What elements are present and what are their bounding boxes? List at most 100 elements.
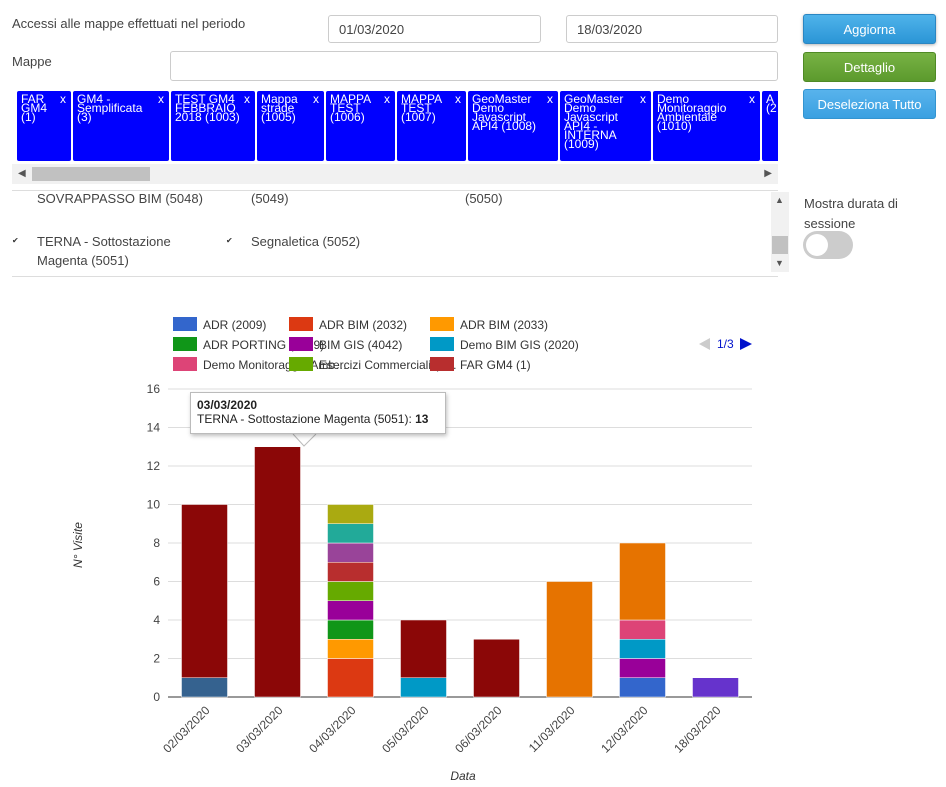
bar-segment <box>327 542 374 563</box>
bar-segment <box>327 619 374 640</box>
checkbox-checked-icon[interactable]: ✔ <box>12 236 19 245</box>
bar-segment <box>692 677 739 698</box>
y-tick-label: 6 <box>153 575 160 589</box>
scroll-up-icon[interactable]: ▲ <box>775 195 784 205</box>
scroll-right-icon[interactable]: ▶ <box>764 168 772 179</box>
map-chip-label: A (2 <box>766 92 777 115</box>
date-from-input[interactable]: 01/03/2020 <box>328 15 541 43</box>
detail-button[interactable]: Dettaglio <box>803 52 936 82</box>
bar-segment <box>327 639 374 659</box>
remove-chip-icon[interactable]: x <box>749 92 755 106</box>
bar-segment <box>619 658 666 678</box>
map-chip-label: GeoMaster Demo Javascript API4 - INTERNA… <box>564 92 624 151</box>
map-chip-label: Mappa strade (1005) <box>261 92 298 124</box>
legend-swatch <box>430 317 454 331</box>
list-item[interactable]: Segnaletica (5052) <box>251 234 361 249</box>
map-chip[interactable]: MAPPA TEST (1007) x <box>397 91 466 161</box>
x-tick-label: 18/03/2020 <box>671 703 724 756</box>
bar-segment <box>181 677 228 698</box>
vertical-scrollbar[interactable]: ▲ ▼ <box>771 192 789 272</box>
legend-label: Esercizi Commerciali (2… <box>319 358 457 372</box>
remove-chip-icon[interactable]: x <box>640 92 646 106</box>
map-chip[interactable]: TEST GM4 FEBBRAIO 2018 (1003) x <box>171 91 255 161</box>
remove-chip-icon[interactable]: x <box>384 92 390 106</box>
tooltip-date: 03/03/2020 <box>197 398 258 412</box>
legend-page-label: 1/3 <box>717 337 734 351</box>
legend-next-icon <box>740 338 752 350</box>
y-tick-label: 12 <box>147 459 161 473</box>
legend-swatch <box>289 337 313 351</box>
bar-segment <box>619 639 666 659</box>
remove-chip-icon[interactable]: x <box>455 92 461 106</box>
legend-label: BIM GIS (4042) <box>319 338 402 352</box>
date-to-input[interactable]: 18/03/2020 <box>566 15 778 43</box>
checkbox-checked-icon[interactable]: ✔ <box>226 236 233 245</box>
scroll-thumb[interactable] <box>772 236 788 254</box>
bar-segment <box>327 504 374 524</box>
list-item[interactable]: TERNA - Sottostazione Magenta (5051) <box>37 234 171 268</box>
map-chip[interactable]: Mappa strade (1005) x <box>257 91 324 161</box>
bar-segment <box>400 677 447 698</box>
selected-maps-strip: FAR GM4 (1) x GM4 - Semplificata (3) x TEST … <box>12 88 778 164</box>
remove-chip-icon[interactable]: x <box>158 92 164 106</box>
legend-label: ADR (2009) <box>203 318 266 332</box>
bar-segment <box>619 619 666 640</box>
y-axis-title: N° Visite <box>71 522 85 568</box>
map-chip[interactable]: Demo Monitoraggio Ambientale (1010) x <box>653 91 760 161</box>
scroll-left-icon[interactable]: ◀ <box>18 168 26 179</box>
map-chip[interactable]: MAPPA TEST (1006) x <box>326 91 395 161</box>
legend-swatch <box>289 357 313 371</box>
remove-chip-icon[interactable]: x <box>244 92 250 106</box>
legend-swatch <box>430 337 454 351</box>
remove-chip-icon[interactable]: x <box>60 92 66 106</box>
bar-segment <box>327 581 374 601</box>
legend-swatch <box>173 337 197 351</box>
y-tick-label: 4 <box>153 613 160 627</box>
legend-swatch <box>430 357 454 371</box>
chart-tooltip: 03/03/2020 TERNA - Sottostazione Magenta… <box>190 392 446 434</box>
update-button[interactable]: Aggiorna <box>803 14 936 44</box>
y-tick-label: 8 <box>153 536 160 550</box>
legend-swatch <box>289 317 313 331</box>
bar-segment <box>181 504 228 678</box>
scroll-down-icon[interactable]: ▼ <box>775 258 784 268</box>
x-tick-label: 02/03/2020 <box>160 703 213 756</box>
bar-segment <box>327 523 374 544</box>
remove-chip-icon[interactable]: x <box>547 92 553 106</box>
x-tick-label: 06/03/2020 <box>452 703 505 756</box>
layer-list: SOVRAPPASSO BIM (5048) (5049) (5050) ✔ T… <box>12 190 778 277</box>
session-toggle[interactable] <box>803 231 853 259</box>
legend-label: Demo BIM GIS (2020) <box>460 338 579 352</box>
scroll-thumb[interactable] <box>32 167 150 181</box>
map-chip-label: MAPPA TEST (1007) <box>401 92 442 124</box>
bar-segment <box>473 639 520 698</box>
tooltip-text: TERNA - Sottostazione Magenta (5051): 13 <box>197 412 439 426</box>
map-chip[interactable]: A (2x <box>762 91 778 161</box>
x-tick-label: 11/03/2020 <box>526 703 578 755</box>
legend-swatch <box>173 357 197 371</box>
map-chip[interactable]: GeoMaster Demo Javascript API4 (1008) x <box>468 91 558 161</box>
map-chip[interactable]: GeoMaster Demo Javascript API4 - INTERNA… <box>560 91 651 161</box>
list-item[interactable]: (5049) <box>251 191 289 206</box>
map-chip-label: GM4 - Semplificata (3) <box>77 92 143 124</box>
bar-segment <box>327 658 374 698</box>
map-chip[interactable]: FAR GM4 (1) x <box>17 91 71 161</box>
list-item[interactable]: (5050) <box>465 191 503 206</box>
map-chip-label: Demo Monitoraggio Ambientale (1010) <box>657 92 727 133</box>
deselect-all-button[interactable]: Deseleziona Tutto <box>803 89 936 119</box>
remove-chip-icon[interactable]: x <box>313 92 319 106</box>
y-tick-label: 0 <box>153 690 160 704</box>
map-chip[interactable]: GM4 - Semplificata (3) x <box>73 91 169 161</box>
bar-segment <box>546 581 593 698</box>
bar-segment <box>327 600 374 621</box>
period-label: Accessi alle mappe effettuati nel period… <box>12 16 246 31</box>
y-tick-label: 14 <box>147 421 161 435</box>
x-tick-label: 03/03/2020 <box>233 703 286 756</box>
list-item[interactable]: SOVRAPPASSO BIM (5048) <box>37 191 203 206</box>
bar-segment <box>619 677 666 698</box>
legend-label: FAR GM4 (1) <box>460 358 531 372</box>
maps-input[interactable] <box>170 51 778 81</box>
x-tick-label: 05/03/2020 <box>379 703 432 756</box>
horizontal-scrollbar[interactable]: ◀ ▶ <box>12 164 778 184</box>
y-tick-label: 2 <box>153 652 160 666</box>
